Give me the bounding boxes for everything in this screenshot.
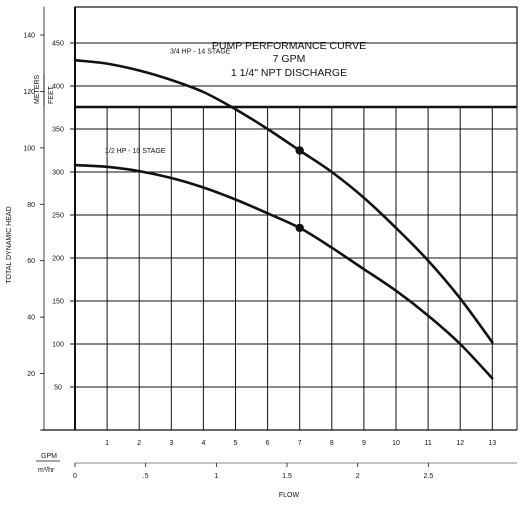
series-line-1 xyxy=(73,58,494,344)
y-ticks-feet: 50 100 150 200 250 300 350 400 450 xyxy=(52,41,75,392)
series-line-2 xyxy=(73,163,494,380)
x-tick-gpm-label-7: 7 xyxy=(298,440,302,447)
y-tick-feet-label-200: 200 xyxy=(52,256,64,263)
grid-lines xyxy=(75,42,517,430)
x-tick-gpm-label-3: 3 xyxy=(169,440,173,447)
x-tick-m3hr-label-.5: .5 xyxy=(143,473,149,480)
y-tick-feet-label-50: 50 xyxy=(54,385,62,392)
y-unit-meters: METERS xyxy=(34,75,41,105)
y-unit-feet: FEET xyxy=(48,85,55,104)
series-label-1: 3/4 HP - 14 STAGE xyxy=(170,49,231,56)
x-tick-m3hr-label-0: 0 xyxy=(73,473,77,480)
x-unit-m3hr: m³/hr xyxy=(38,467,55,474)
x-ticks-m3hr: 0 .5 1 1.5 2 2.5 xyxy=(73,462,517,480)
x-tick-gpm-label-2: 2 xyxy=(137,440,141,447)
series-marker-1 xyxy=(295,146,304,155)
x-ticks-gpm: 1 2 3 4 5 6 7 8 9 10 11 12 13 xyxy=(105,440,496,447)
series-marker-2 xyxy=(295,223,304,233)
y-tick-meters-label-60: 60 xyxy=(27,258,35,265)
x-tick-gpm-label-8: 8 xyxy=(330,440,334,447)
y-tick-feet-label-350: 350 xyxy=(52,127,64,134)
x-axis-title: FLOW xyxy=(279,492,300,499)
x-tick-gpm-label-4: 4 xyxy=(201,440,205,447)
x-tick-gpm-label-12: 12 xyxy=(456,440,464,447)
y-tick-meters-label-120: 120 xyxy=(23,89,35,96)
y-tick-feet-label-100: 100 xyxy=(52,342,64,349)
x-tick-gpm-label-1: 1 xyxy=(105,440,109,447)
x-tick-m3hr-label-2: 2 xyxy=(356,473,360,480)
chart-title-line-1: PUMP PERFORMANCE CURVE xyxy=(212,40,366,52)
y-axis-title: TOTAL DYNAMIC HEAD xyxy=(6,206,13,283)
series-layer: 3/4 HP - 14 STAGE 1/2 HP - 10 STAGE xyxy=(73,49,494,380)
y-tick-meters-label-80: 80 xyxy=(27,202,35,209)
y-tick-feet-label-450: 450 xyxy=(52,41,64,48)
y-tick-meters-label-40: 40 xyxy=(27,315,35,322)
y-tick-meters-label-140: 140 xyxy=(23,32,35,39)
x-tick-m3hr-label-2.5: 2.5 xyxy=(424,473,434,480)
x-tick-gpm-label-9: 9 xyxy=(362,440,366,447)
y-tick-meters-label-100: 100 xyxy=(23,145,35,152)
x-tick-gpm-label-11: 11 xyxy=(424,440,431,447)
x-tick-gpm-label-6: 6 xyxy=(266,440,270,447)
x-unit-gpm: GPM xyxy=(41,453,57,460)
y-tick-feet-label-150: 150 xyxy=(52,299,64,306)
chart-title-line-3: 1 1/4" NPT DISCHARGE xyxy=(231,67,347,79)
x-tick-gpm-label-5: 5 xyxy=(234,440,238,447)
x-tick-m3hr-label-1: 1 xyxy=(214,473,218,480)
y-tick-feet-label-300: 300 xyxy=(52,170,64,177)
series-label-2: 1/2 HP - 10 STAGE xyxy=(105,148,166,155)
x-tick-gpm-label-10: 10 xyxy=(392,440,400,447)
y-tick-meters-label-20: 20 xyxy=(27,371,35,378)
y-ticks-meters: 20 40 60 80 100 120 140 xyxy=(23,6,45,431)
x-tick-m3hr-label-1.5: 1.5 xyxy=(282,473,292,480)
x-tick-gpm-label-13: 13 xyxy=(488,440,496,447)
y-tick-feet-label-400: 400 xyxy=(52,84,64,91)
y-tick-feet-label-250: 250 xyxy=(52,213,64,220)
chart-title-line-2: 7 GPM xyxy=(273,53,306,65)
